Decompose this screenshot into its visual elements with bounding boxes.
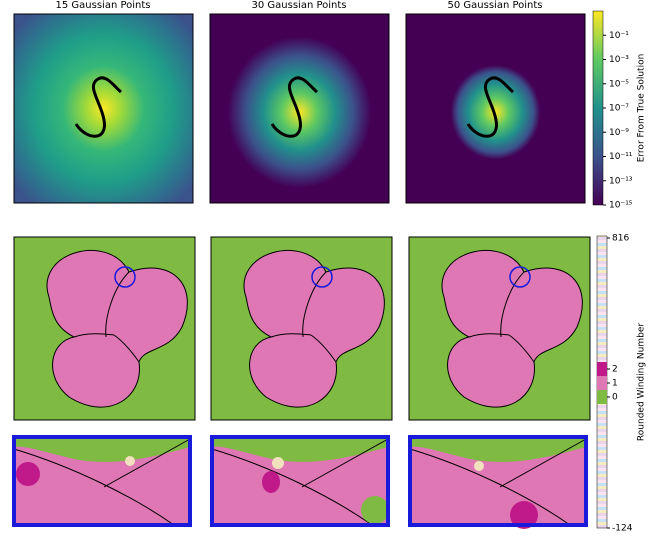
tick-label: 10⁻⁵ [609,79,629,89]
titles: 15 Gaussian Points 30 Gaussian Points 50… [56,0,543,11]
panel-title: 50 Gaussian Points [448,0,543,11]
error-panels [13,13,586,204]
heatmap [209,13,390,204]
winding-panels [13,236,591,421]
panel-title: 15 Gaussian Points [56,0,151,11]
tick-label: 816 [612,234,629,244]
zoom-panels [12,435,588,529]
winding-map [408,236,591,421]
tick-label: 1 [612,379,618,389]
heatmap [13,13,194,204]
heatmap [405,13,586,204]
tick-label: 2 [612,365,618,375]
tick-label: 10⁻¹ [609,31,629,41]
tick-label: 10⁻⁷ [609,104,629,114]
tick-label: 10⁻⁹ [609,128,629,138]
tick-label: -124 [612,524,633,534]
tick-label: 0 [612,393,618,403]
winding-map [13,236,196,421]
colorbar-label: Error From True Solution [637,54,647,163]
tick-label: 10⁻³ [609,55,629,65]
tick-label: 10⁻¹¹ [609,152,633,162]
colorbar-label: Rounded Winding Number [637,323,647,441]
colorbar [592,10,604,206]
zoom-map [13,436,191,526]
panel-title: 30 Gaussian Points [252,0,347,11]
tick-label: 10⁻¹⁵ [609,201,633,211]
winding-map [210,236,393,421]
tick-label: 10⁻¹³ [609,176,633,186]
zoom-map [409,436,587,526]
